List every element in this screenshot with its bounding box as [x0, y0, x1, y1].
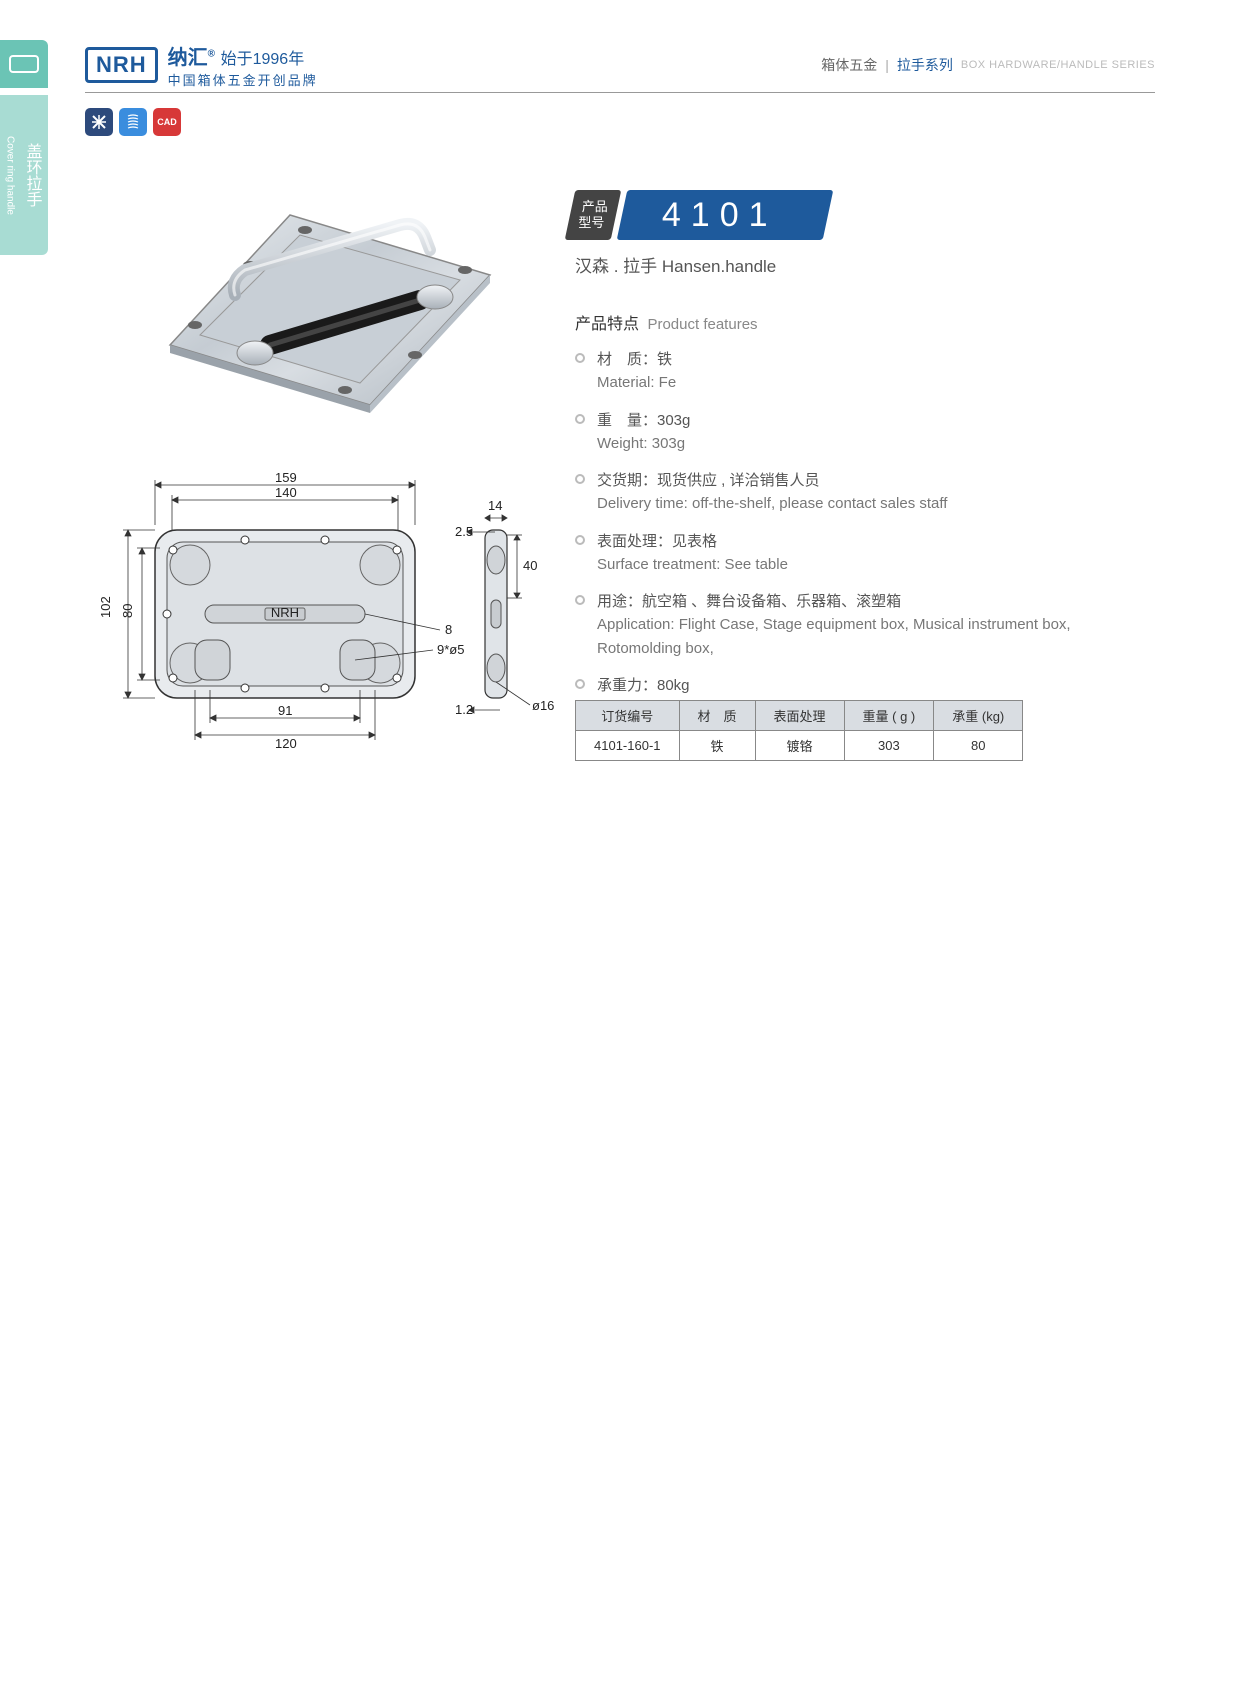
svg-text:1.2: 1.2 [455, 702, 473, 717]
table-cell: 铁 [679, 731, 755, 761]
feature-cn: 用途：航空箱 、舞台设备箱、乐器箱、滚塑箱 [597, 590, 1135, 613]
feature-item: 交货期：现货供应 , 详洽销售人员Delivery time: off-the-… [575, 469, 1135, 516]
bullet-icon [575, 353, 585, 363]
features-title: 产品特点 Product features [575, 310, 1135, 334]
brand-line1: 纳汇® 始于1996年 [168, 41, 318, 70]
bullet-icon [575, 595, 585, 605]
feature-en: Surface treatment: See table [597, 553, 788, 576]
feature-text: 表面处理：见表格Surface treatment: See table [597, 530, 788, 577]
table-header: 重量 ( g ) [844, 701, 934, 731]
side-tab-cn: 盖环拉手 [20, 143, 44, 207]
category-cn1: 箱体五金 [821, 55, 877, 75]
feature-text: 重 量：303gWeight: 303g [597, 409, 690, 456]
logo: NRH [85, 47, 158, 83]
svg-text:9*ø5: 9*ø5 [437, 642, 464, 657]
table-cell: 80 [934, 731, 1023, 761]
svg-text:14: 14 [488, 498, 502, 513]
svg-text:159: 159 [275, 470, 297, 485]
feature-item: 表面处理：见表格Surface treatment: See table [575, 530, 1135, 577]
handle-icon [9, 55, 39, 73]
feature-text: 交货期：现货供应 , 详洽销售人员Delivery time: off-the-… [597, 469, 947, 516]
svg-text:80: 80 [120, 604, 135, 618]
feature-cn: 材 质：铁 [597, 348, 676, 371]
features-title-en: Product features [647, 316, 757, 333]
divider: | [885, 57, 889, 73]
brand-line2: 中国箱体五金开创品牌 [168, 70, 318, 89]
product-name: 汉森 . 拉手 Hansen.handle [575, 252, 776, 277]
feature-item: 材 质：铁Material: Fe [575, 348, 1135, 395]
svg-text:40: 40 [523, 558, 537, 573]
svg-text:120: 120 [275, 736, 297, 751]
feature-item: 用途：航空箱 、舞台设备箱、乐器箱、滚塑箱Application: Flight… [575, 590, 1135, 660]
table-cell: 镀铬 [755, 731, 844, 761]
side-tab-en: Cover ring handle [5, 136, 16, 215]
bullet-icon [575, 679, 585, 689]
feature-text: 用途：航空箱 、舞台设备箱、乐器箱、滚塑箱Application: Flight… [597, 590, 1135, 660]
side-tab-label: Cover ring handle 盖环拉手 [0, 95, 48, 255]
svg-text:140: 140 [275, 485, 297, 500]
page-header: NRH 纳汇® 始于1996年 中国箱体五金开创品牌 箱体五金 | 拉手系列 B… [85, 38, 1155, 93]
icon-badges: CAD [85, 108, 181, 136]
table-header: 材 质 [679, 701, 755, 731]
feature-en: Delivery time: off-the-shelf, please con… [597, 492, 947, 515]
brand-text: 纳汇® 始于1996年 中国箱体五金开创品牌 [168, 41, 318, 89]
technical-drawing: NRH 8 9*ø5 159 140 102 80 91 120 [100, 470, 560, 770]
svg-text:2.5: 2.5 [455, 524, 473, 539]
brand-since: 始于1996年 [221, 51, 305, 68]
table-cell: 4101-160-1 [576, 731, 680, 761]
svg-text:NRH: NRH [271, 605, 299, 620]
table-header: 订货编号 [576, 701, 680, 731]
svg-text:102: 102 [100, 596, 113, 618]
spec-table: 订货编号材 质表面处理重量 ( g )承重 (kg) 4101-160-1铁镀铬… [575, 700, 1023, 761]
feature-cn: 重 量：303g [597, 409, 690, 432]
model-badge: 产品 型号 4101 [570, 190, 828, 240]
cad-icon: CAD [153, 108, 181, 136]
bullet-icon [575, 414, 585, 424]
feature-en: Weight: 303g [597, 432, 690, 455]
feature-cn: 表面处理：见表格 [597, 530, 788, 553]
side-tab-icon [0, 40, 48, 88]
feature-en: Application: Flight Case, Stage equipmen… [597, 613, 1135, 660]
features-title-cn: 产品特点 [575, 316, 639, 333]
svg-text:91: 91 [278, 703, 292, 718]
model-label: 产品 型号 [565, 190, 622, 240]
feature-item: 重 量：303gWeight: 303g [575, 409, 1135, 456]
svg-text:8: 8 [445, 622, 452, 637]
model-label-l1: 产品 [582, 199, 608, 215]
table-header: 承重 (kg) [934, 701, 1023, 731]
category-en: BOX HARDWARE/HANDLE SERIES [961, 59, 1155, 71]
feature-cn: 承重力：80kg [597, 674, 750, 697]
model-number: 4101 [617, 190, 833, 240]
product-photo [130, 175, 510, 435]
table-cell: 303 [844, 731, 934, 761]
category-cn2: 拉手系列 [897, 55, 953, 75]
table-row: 4101-160-1铁镀铬30380 [576, 731, 1023, 761]
brand-name: 纳汇 [168, 47, 208, 69]
model-label-l2: 型号 [578, 215, 604, 231]
feature-cn: 交货期：现货供应 , 详洽销售人员 [597, 469, 947, 492]
feature-en: Material: Fe [597, 371, 676, 394]
cross-icon [85, 108, 113, 136]
bullet-icon [575, 474, 585, 484]
table-header: 表面处理 [755, 701, 844, 731]
bullet-icon [575, 535, 585, 545]
feature-text: 材 质：铁Material: Fe [597, 348, 676, 395]
svg-text:ø16: ø16 [532, 698, 554, 713]
features-section: 产品特点 Product features 材 质：铁Material: Fe 重… [575, 310, 1135, 734]
spring-icon [119, 108, 147, 136]
header-right: 箱体五金 | 拉手系列 BOX HARDWARE/HANDLE SERIES [821, 55, 1155, 75]
